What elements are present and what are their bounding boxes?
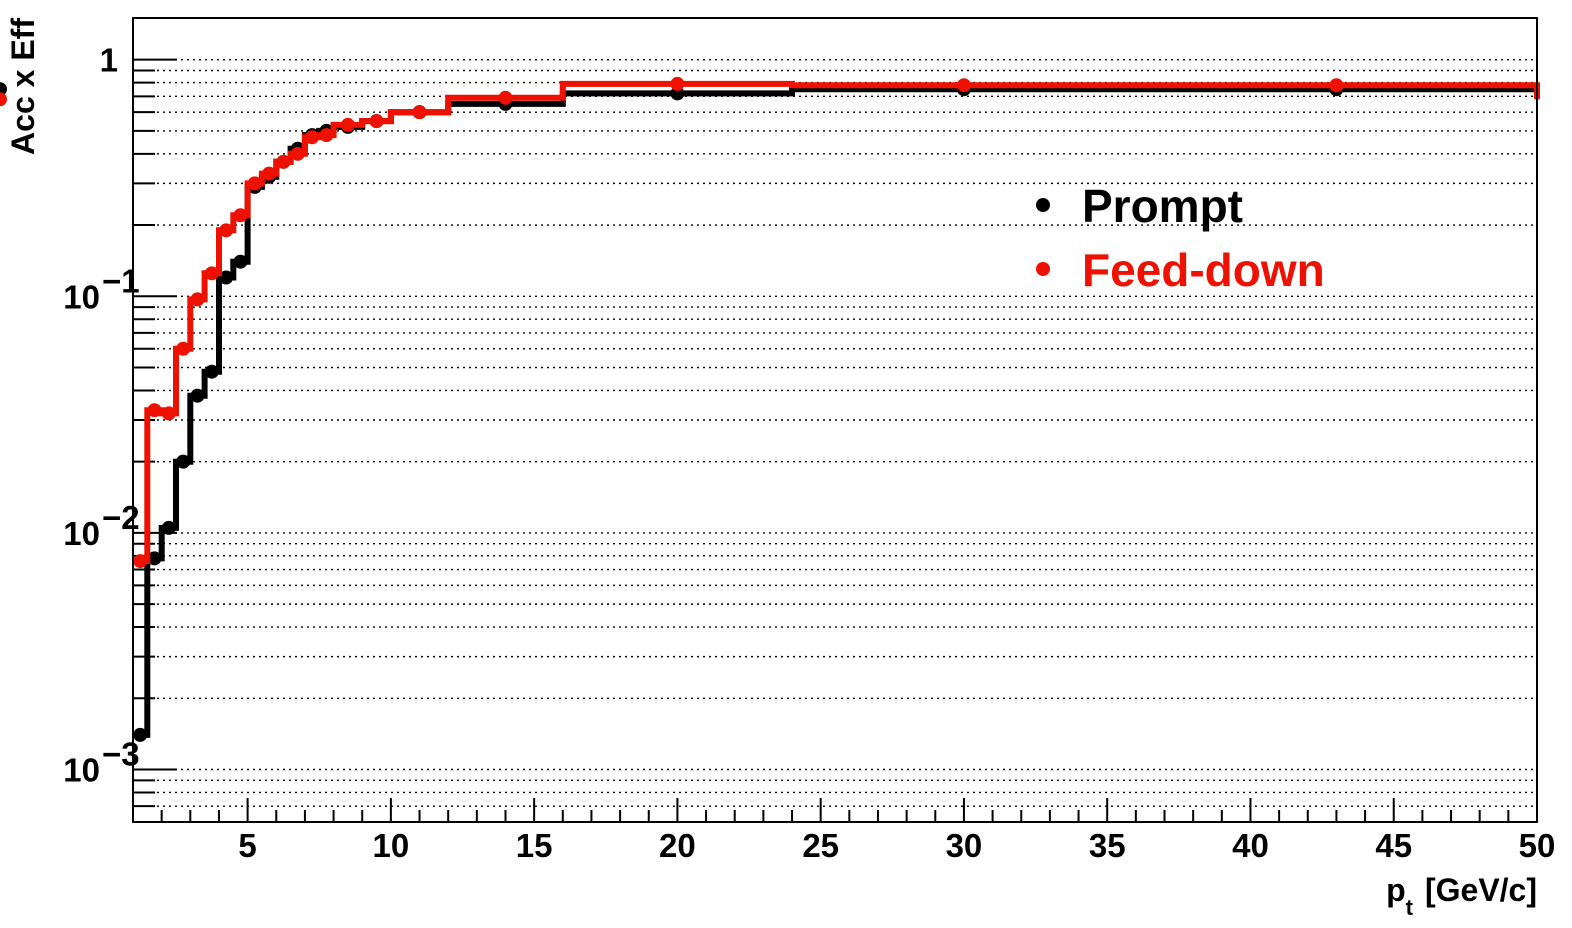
data-point-feed-down xyxy=(340,117,355,132)
x-tick-label: 45 xyxy=(1375,827,1412,864)
data-point-prompt xyxy=(233,254,248,269)
data-point-feed-down xyxy=(190,292,205,307)
data-point-feed-down xyxy=(1329,78,1344,93)
y-tick-label: 1 xyxy=(100,42,118,79)
grid xyxy=(133,58,1537,823)
y-tick-label: 10 xyxy=(63,752,100,789)
data-point-feed-down xyxy=(0,92,7,107)
data-point-feed-down xyxy=(262,166,277,181)
plot-frame xyxy=(132,17,1538,823)
data-point-prompt xyxy=(190,388,205,403)
y-tick-label-exponent: −3 xyxy=(102,736,140,773)
data-point-feed-down xyxy=(319,128,334,143)
data-point-feed-down xyxy=(147,403,162,418)
x-tick-label: 50 xyxy=(1519,827,1556,864)
x-axis-title-unit: [GeV/c] xyxy=(1425,872,1537,908)
data-point-prompt xyxy=(133,727,148,742)
data-point-feed-down xyxy=(219,223,234,238)
legend-marker-prompt xyxy=(1036,198,1050,212)
data-point-prompt xyxy=(204,364,219,379)
y-tick-label-exponent: −2 xyxy=(102,499,140,536)
data-point-prompt xyxy=(161,520,176,535)
legend-marker-feed-down xyxy=(1036,262,1050,276)
data-point-feed-down xyxy=(670,76,685,91)
legend-label-prompt: Prompt xyxy=(1082,180,1243,232)
data-point-feed-down xyxy=(305,130,320,145)
data-point-feed-down xyxy=(412,105,427,120)
x-tick-label: 20 xyxy=(659,827,696,864)
data-point-feed-down xyxy=(369,114,384,129)
x-tick-label: 15 xyxy=(516,827,553,864)
x-tick-label: 25 xyxy=(802,827,839,864)
data-point-feed-down xyxy=(161,406,176,421)
data-point-feed-down xyxy=(247,176,262,191)
data-point-feed-down xyxy=(276,154,291,169)
x-tick-label: 40 xyxy=(1232,827,1269,864)
series-layer xyxy=(0,76,1540,742)
data-point-feed-down xyxy=(498,90,513,105)
y-tick-label: 10 xyxy=(63,515,100,552)
legend-label-feed-down: Feed-down xyxy=(1082,244,1325,296)
x-tick-labels: 5 10 15 20 25 30 35 40 45 50 xyxy=(238,827,1555,864)
series-line-feed-down xyxy=(133,80,1540,565)
x-axis-title-sub: t xyxy=(1406,895,1414,920)
x-tick-label: 5 xyxy=(238,827,256,864)
y-axis-title: Acc x Eff xyxy=(5,18,41,155)
data-point-feed-down xyxy=(956,78,971,93)
x-axis-title: pt [GeV/c] xyxy=(1386,872,1537,920)
data-point-feed-down xyxy=(176,341,191,356)
series-line-prompt xyxy=(133,86,1537,738)
y-tick-label: 10 xyxy=(63,278,100,315)
x-tick-label: 35 xyxy=(1089,827,1126,864)
x-axis-title-main: p xyxy=(1386,872,1406,908)
data-point-feed-down xyxy=(233,208,248,223)
y-tick-label-exponent: −1 xyxy=(102,262,140,299)
data-point-feed-down xyxy=(133,554,148,569)
x-tick-label: 30 xyxy=(946,827,983,864)
y-tick-labels: 110−110−210−3 xyxy=(63,42,139,789)
data-point-prompt xyxy=(219,270,234,285)
data-point-prompt xyxy=(147,551,162,566)
data-point-feed-down xyxy=(204,266,219,281)
axis-ticks xyxy=(133,58,1510,823)
legend: Prompt Feed-down xyxy=(1036,180,1325,296)
data-point-feed-down xyxy=(290,146,305,161)
data-point-prompt xyxy=(176,454,191,469)
x-tick-label: 10 xyxy=(373,827,410,864)
